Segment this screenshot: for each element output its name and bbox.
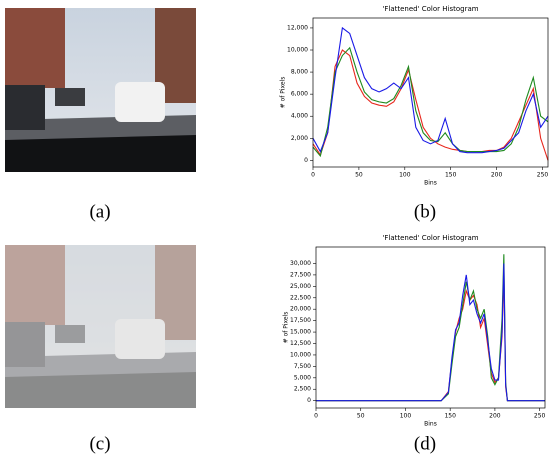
series-line <box>316 272 545 402</box>
x-tick-label: 50 <box>357 413 365 420</box>
y-tick-label: 27,500 <box>290 271 311 278</box>
y-tick-label: 17,500 <box>290 317 311 324</box>
x-tick-label: 250 <box>537 172 549 179</box>
y-tick-label: 7,500 <box>294 363 311 370</box>
y-axis-label: # of Pixels <box>280 77 287 109</box>
photo-a <box>5 8 196 172</box>
x-tick-label: 50 <box>355 172 363 179</box>
panel-caption: (a) <box>89 201 110 222</box>
x-tick-label: 200 <box>489 413 501 420</box>
chart-title: 'Flattened' Color Histogram <box>382 234 478 242</box>
plot-frame <box>312 17 549 168</box>
x-tick-label: 250 <box>534 413 546 420</box>
y-tick-label: 8,000 <box>291 69 308 76</box>
photo-c <box>5 245 196 408</box>
y-tick-label: 5,000 <box>294 374 311 381</box>
y-tick-label: 25,000 <box>290 283 311 290</box>
plot-frame <box>315 246 546 409</box>
x-axis-label: Bins <box>424 421 437 428</box>
haze <box>5 245 196 408</box>
y-tick-label: 0 <box>304 157 308 164</box>
y-tick-label: 4,000 <box>291 113 308 120</box>
x-tick-label: 100 <box>400 413 412 420</box>
x-tick-label: 0 <box>314 413 318 420</box>
panel-caption: (d) <box>414 433 436 454</box>
series-line <box>312 46 549 158</box>
panel-caption: (c) <box>89 433 110 454</box>
y-tick-label: 30,000 <box>290 260 311 267</box>
x-tick-label: 0 <box>311 172 315 179</box>
y-tick-label: 10,000 <box>290 351 311 358</box>
x-tick-label: 150 <box>445 172 457 179</box>
y-axis-label: # of Pixels <box>283 312 290 344</box>
y-tick-label: 20,000 <box>290 306 311 313</box>
y-tick-label: 2,500 <box>294 386 311 393</box>
x-tick-label: 200 <box>491 172 503 179</box>
x-tick-label: 100 <box>399 172 411 179</box>
panel-caption: (b) <box>414 201 436 222</box>
series-line <box>316 254 545 402</box>
y-tick-label: 12,500 <box>290 340 311 347</box>
x-tick-label: 150 <box>444 413 456 420</box>
y-tick-label: 15,000 <box>290 329 311 336</box>
y-tick-label: 6,000 <box>291 91 308 98</box>
chart-title: 'Flattened' Color Histogram <box>382 5 478 13</box>
y-tick-label: 12,000 <box>287 24 308 31</box>
x-axis-label: Bins <box>424 180 437 187</box>
y-tick-label: 0 <box>307 397 311 404</box>
y-tick-label: 10,000 <box>287 47 308 54</box>
y-tick-label: 2,000 <box>291 135 308 142</box>
series-line <box>312 26 549 154</box>
series-line <box>312 49 549 161</box>
y-tick-label: 22,500 <box>290 294 311 301</box>
series-line <box>316 263 545 402</box>
